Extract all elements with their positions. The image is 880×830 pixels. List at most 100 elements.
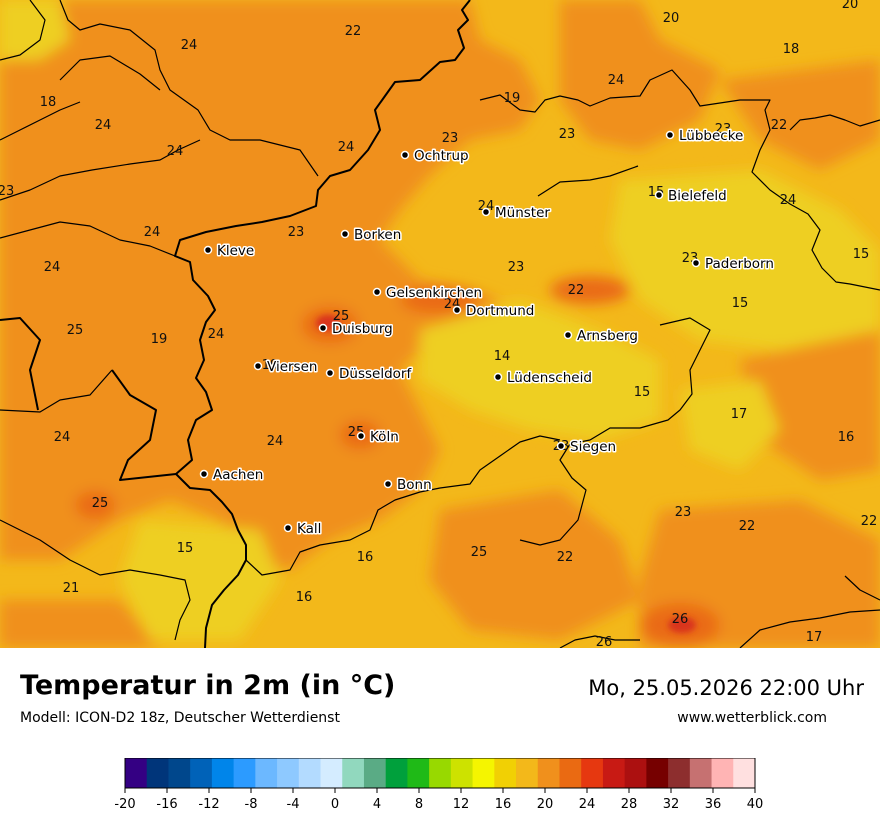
color-bin [711,758,734,788]
temperature-field [0,0,880,648]
temperature-value: 23 [0,184,14,199]
city-marker-dot [481,207,491,217]
temperature-value: 15 [853,247,870,262]
temperature-value: 22 [568,283,585,298]
scale-tick-label: 28 [621,797,638,812]
city-marker-dot [199,469,209,479]
temperature-value: 24 [181,38,198,53]
color-bin [472,758,495,788]
temperature-value: 24 [338,140,355,155]
model-info: Modell: ICON-D2 18z, Deutscher Wetterdie… [20,710,340,726]
city-gelsenkirchen: Gelsenkirchen [372,284,484,303]
temperature-value: 19 [151,332,168,347]
color-bin [494,758,517,788]
temperature-value: 23 [508,260,525,275]
color-bin [733,758,756,788]
color-bin [233,758,256,788]
temperature-value: 24 [208,327,225,342]
city-ochtrup: Ochtrup [400,147,470,166]
scale-tick-label: 16 [495,797,512,812]
city-düsseldorf: Düsseldorf [325,365,414,384]
city-label: Paderborn [705,256,774,272]
color-bin [168,758,191,788]
city-label: Lüdenscheid [507,370,592,386]
city-marker-dot [665,130,675,140]
city-label: Gelsenkirchen [386,285,482,301]
color-bin [646,758,669,788]
city-markers: Ochtrup Lübbecke Bielefeld Münster Kleve Bork… [199,127,775,539]
city-label: Lübbecke [679,128,743,144]
city-label: Bielefeld [668,188,727,204]
temperature-value: 15 [177,541,194,556]
temperature-value: 20 [842,0,859,12]
temperature-value: 25 [92,496,109,511]
color-bin [407,758,430,788]
scale-tick-label: -4 [287,797,300,812]
temperature-map[interactable]: 20 22 20 18 24 18 24 24 23 24 19 23 23 22 24 23 24 15 24 23… [0,0,880,648]
forecast-datetime: Mo, 25.05.2026 22:00 Uhr [588,676,864,700]
website-link[interactable]: www.wetterblick.com [677,710,827,726]
city-köln: Köln [356,428,400,447]
city-bielefeld: Bielefeld [654,187,728,206]
city-aachen: Aachen [199,466,265,485]
color-bin [385,758,408,788]
scale-tick-label: 40 [747,797,764,812]
city-münster: Münster [481,204,552,223]
scale-tick-label: 32 [663,797,680,812]
city-arnsberg: Arnsberg [563,327,639,346]
temperature-value: 15 [732,296,749,311]
borders [0,0,880,648]
temperature-value: 16 [357,550,374,565]
temperature-value: 23 [442,131,459,146]
temperature-value: 17 [806,630,823,645]
legend-panel: Temperatur in 2m (in °C) Modell: ICON-D2… [0,648,880,830]
city-label: Borken [354,227,401,243]
city-duisburg: Duisburg [318,320,394,339]
city-dortmund: Dortmund [452,302,536,321]
temperature-value: 18 [40,95,57,110]
city-marker-dot [556,441,566,451]
temperature-value: 22 [771,118,788,133]
color-bin [450,758,474,788]
scale-tick-label: -8 [245,797,258,812]
city-marker-dot [452,305,462,315]
city-label: Ochtrup [414,148,469,164]
color-bin [516,758,539,788]
color-bin [624,758,647,788]
temperature-value: 20 [663,11,680,26]
city-label: Kall [297,521,321,537]
city-marker-dot [253,361,263,371]
city-marker-dot [383,479,393,489]
scale-tick-label: -16 [156,797,177,812]
temperature-value: 25 [471,545,488,560]
scale-tick-label: -12 [198,797,219,812]
city-kall: Kall [283,520,323,539]
city-label: Aachen [213,467,263,483]
scale-tick-label: 8 [415,797,423,812]
color-scale: -20 -16 -12 -8 -4 0 4 8 12 16 20 24 28 32 36 40 [114,758,764,812]
city-marker-dot [563,330,573,340]
temperature-value: 15 [634,385,651,400]
city-marker-dot [400,150,410,160]
city-label: Bonn [397,477,432,493]
city-marker-dot [203,245,213,255]
color-bin [689,758,713,788]
city-marker-dot [325,368,335,378]
temperature-value: 25 [333,309,350,324]
temperature-value: 16 [838,430,855,445]
color-bin [190,758,213,788]
temperature-value: 22 [345,24,362,39]
temperature-value: 23 [559,127,576,142]
temperature-labels: 20 22 20 18 24 18 24 24 23 24 19 23 23 22 24 23 24 15 24 23… [0,0,877,648]
temperature-value: 19 [262,358,279,373]
scale-tick-label: 0 [331,797,339,812]
temperature-value: 23 [715,122,732,137]
temperature-value: 25 [67,323,84,338]
city-marker-dot [691,258,701,268]
city-lüdenscheid: Lüdenscheid [493,369,593,388]
temperature-value: 22 [861,514,878,529]
city-viersen: Viersen [253,358,319,377]
temperature-value: 14 [494,349,511,364]
temperature-value: 26 [672,612,689,627]
temperature-value: 19 [504,91,521,106]
